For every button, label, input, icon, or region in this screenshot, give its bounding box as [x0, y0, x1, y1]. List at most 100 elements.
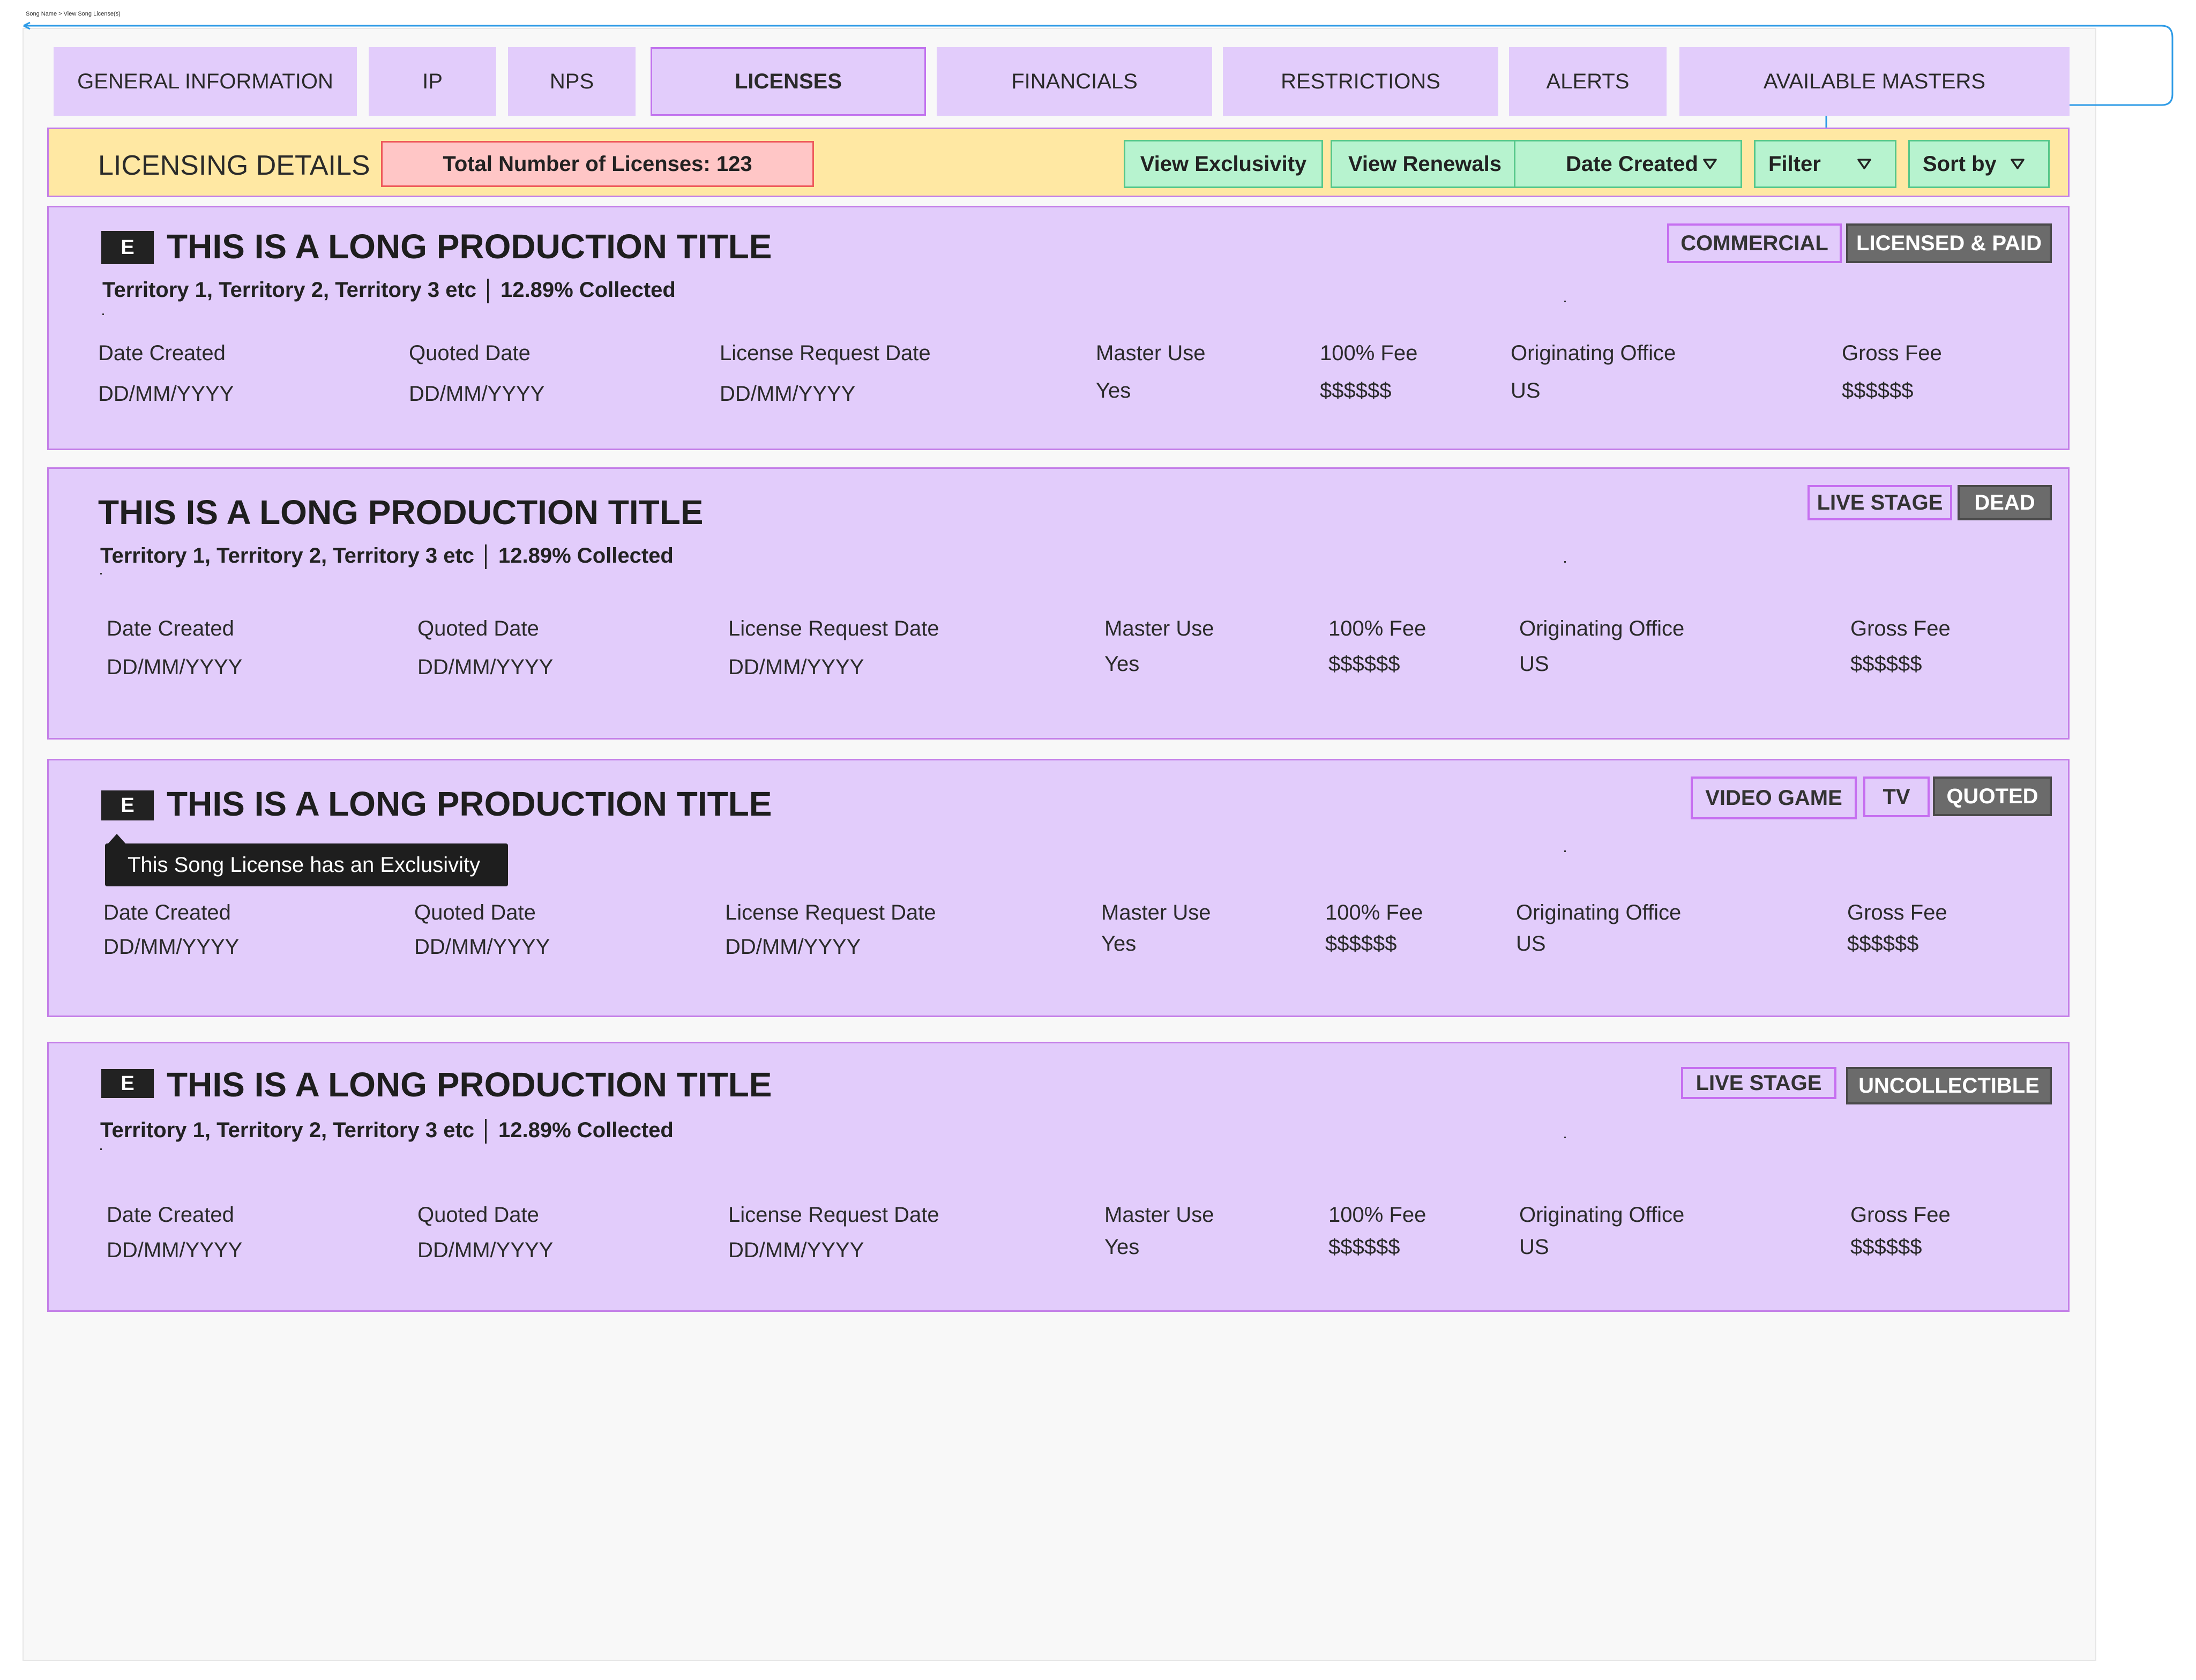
- fee-100-label: 100% Fee: [1328, 1203, 1426, 1227]
- license-request-date-value: DD/MM/YYYY: [720, 382, 856, 406]
- gross-fee-label: Gross Fee: [1847, 901, 1947, 924]
- production-title[interactable]: THIS IS A LONG PRODUCTION TITLE: [167, 785, 772, 823]
- filter-label: Filter: [1768, 152, 1821, 176]
- license-request-date-label: License Request Date: [728, 1203, 939, 1227]
- date-created-label: Date Created: [107, 617, 234, 640]
- tab-financials[interactable]: FINANCIALS: [937, 47, 1212, 116]
- exclusivity-badge[interactable]: E: [101, 231, 154, 264]
- originating-office-label: Originating Office: [1511, 341, 1676, 365]
- filter-dropdown[interactable]: Filter: [1754, 140, 1896, 188]
- gross-fee-value: $$$$$$: [1847, 932, 1919, 955]
- master-use-label: Master Use: [1104, 617, 1214, 640]
- license-request-date-label: License Request Date: [728, 617, 939, 640]
- tab-restrictions[interactable]: RESTRICTIONS: [1223, 47, 1498, 116]
- chevron-down-icon: [1703, 159, 1717, 169]
- category-tag: VIDEO GAME: [1691, 776, 1857, 819]
- tab-ip[interactable]: IP: [369, 47, 496, 116]
- originating-office-value: US: [1519, 652, 1549, 676]
- originating-office-label: Originating Office: [1516, 901, 1682, 924]
- quoted-date-value: DD/MM/YYYY: [417, 655, 554, 679]
- quoted-date-label: Quoted Date: [414, 901, 536, 924]
- territories: Territory 1, Territory 2, Territory 3 et…: [100, 544, 475, 568]
- status-tag: UNCOLLECTIBLE: [1846, 1067, 2052, 1104]
- date-created-label: Date Created: [1566, 152, 1698, 176]
- production-title[interactable]: THIS IS A LONG PRODUCTION TITLE: [98, 493, 704, 532]
- originating-office-label: Originating Office: [1519, 1203, 1685, 1227]
- license-card[interactable]: E THIS IS A LONG PRODUCTION TITLE VIDEO …: [47, 759, 2070, 1017]
- marker-dot: [100, 1148, 102, 1150]
- total-licenses-badge: Total Number of Licenses: 123: [381, 141, 814, 187]
- quoted-date-value: DD/MM/YYYY: [414, 935, 550, 959]
- date-created-value: DD/MM/YYYY: [103, 935, 240, 959]
- view-renewals-label: View Renewals: [1348, 152, 1502, 176]
- license-request-date-value: DD/MM/YYYY: [728, 655, 864, 679]
- master-use-label: Master Use: [1101, 901, 1211, 924]
- quoted-date-label: Quoted Date: [409, 341, 531, 365]
- gross-fee-label: Gross Fee: [1850, 617, 1951, 640]
- originating-office-value: US: [1519, 1235, 1549, 1259]
- view-exclusivity-label: View Exclusivity: [1140, 152, 1307, 176]
- exclusivity-badge[interactable]: E: [101, 1069, 154, 1098]
- quoted-date-label: Quoted Date: [417, 617, 539, 640]
- tab-general-information[interactable]: GENERAL INFORMATION: [54, 47, 357, 116]
- license-request-date-label: License Request Date: [720, 341, 931, 365]
- license-card[interactable]: THIS IS A LONG PRODUCTION TITLE Territor…: [47, 467, 2070, 740]
- fee-100-label: 100% Fee: [1320, 341, 1418, 365]
- date-created-dropdown[interactable]: Date Created: [1514, 140, 1742, 188]
- tab-licenses[interactable]: LICENSES: [651, 47, 926, 116]
- chevron-down-icon: [2011, 159, 2025, 169]
- master-use-label: Master Use: [1096, 341, 1206, 365]
- gross-fee-label: Gross Fee: [1850, 1203, 1951, 1227]
- breadcrumb[interactable]: Song Name > View Song License(s): [26, 11, 121, 17]
- category-tag: LIVE STAGE: [1681, 1067, 1836, 1099]
- gross-fee-label: Gross Fee: [1842, 341, 1942, 365]
- view-renewals-button[interactable]: View Renewals: [1331, 140, 1519, 188]
- date-created-label: Date Created: [103, 901, 231, 924]
- license-card[interactable]: E THIS IS A LONG PRODUCTION TITLE Territ…: [47, 1042, 2070, 1312]
- exclusivity-badge[interactable]: E: [101, 790, 154, 820]
- master-use-value: Yes: [1104, 1235, 1140, 1259]
- production-title[interactable]: THIS IS A LONG PRODUCTION TITLE: [167, 227, 772, 266]
- master-use-value: Yes: [1096, 379, 1131, 402]
- chevron-down-icon: [1857, 159, 1871, 169]
- quoted-date-label: Quoted Date: [417, 1203, 539, 1227]
- exclusivity-tooltip: This Song License has an Exclusivity: [105, 843, 508, 886]
- tab-bar: GENERAL INFORMATION IP NPS LICENSES FINA…: [54, 47, 2070, 116]
- date-created-label: Date Created: [98, 341, 226, 365]
- license-subtitle: Territory 1, Territory 2, Territory 3 et…: [100, 544, 674, 570]
- category-tag: COMMERCIAL: [1667, 223, 1842, 263]
- gross-fee-value: $$$$$$: [1842, 379, 1914, 402]
- sort-by-dropdown[interactable]: Sort by: [1908, 140, 2050, 188]
- fee-100-label: 100% Fee: [1325, 901, 1423, 924]
- license-request-date-value: DD/MM/YYYY: [728, 1238, 864, 1262]
- fee-100-value: $$$$$$: [1328, 1235, 1400, 1259]
- fee-100-value: $$$$$$: [1325, 932, 1397, 955]
- tab-nps[interactable]: NPS: [508, 47, 636, 116]
- license-request-date-label: License Request Date: [725, 901, 936, 924]
- date-created-value: DD/MM/YYYY: [107, 655, 243, 679]
- gross-fee-value: $$$$$$: [1850, 1235, 1922, 1259]
- divider: [485, 1119, 487, 1144]
- category-tag: LIVE STAGE: [1807, 485, 1952, 520]
- collected-percentage: 12.89% Collected: [498, 1118, 674, 1142]
- tab-available-masters[interactable]: AVAILABLE MASTERS: [1679, 47, 2070, 116]
- originating-office-value: US: [1511, 379, 1541, 402]
- fee-100-label: 100% Fee: [1328, 617, 1426, 640]
- date-created-value: DD/MM/YYYY: [107, 1238, 243, 1262]
- master-use-value: Yes: [1104, 652, 1140, 676]
- tooltip-arrow: [107, 834, 126, 845]
- quoted-date-value: DD/MM/YYYY: [417, 1238, 554, 1262]
- view-exclusivity-button[interactable]: View Exclusivity: [1124, 140, 1323, 188]
- master-use-label: Master Use: [1104, 1203, 1214, 1227]
- category-tag: TV: [1863, 776, 1930, 817]
- production-title[interactable]: THIS IS A LONG PRODUCTION TITLE: [167, 1065, 772, 1104]
- tab-alerts[interactable]: ALERTS: [1509, 47, 1667, 116]
- sort-by-label: Sort by: [1923, 152, 1997, 176]
- marker-dot: [1564, 301, 1566, 302]
- originating-office-value: US: [1516, 932, 1546, 955]
- collected-percentage: 12.89% Collected: [501, 278, 676, 302]
- divider: [485, 544, 487, 570]
- status-tag: DEAD: [1958, 485, 2052, 520]
- date-created-value: DD/MM/YYYY: [98, 382, 234, 406]
- license-card[interactable]: E THIS IS A LONG PRODUCTION TITLE Territ…: [47, 206, 2070, 450]
